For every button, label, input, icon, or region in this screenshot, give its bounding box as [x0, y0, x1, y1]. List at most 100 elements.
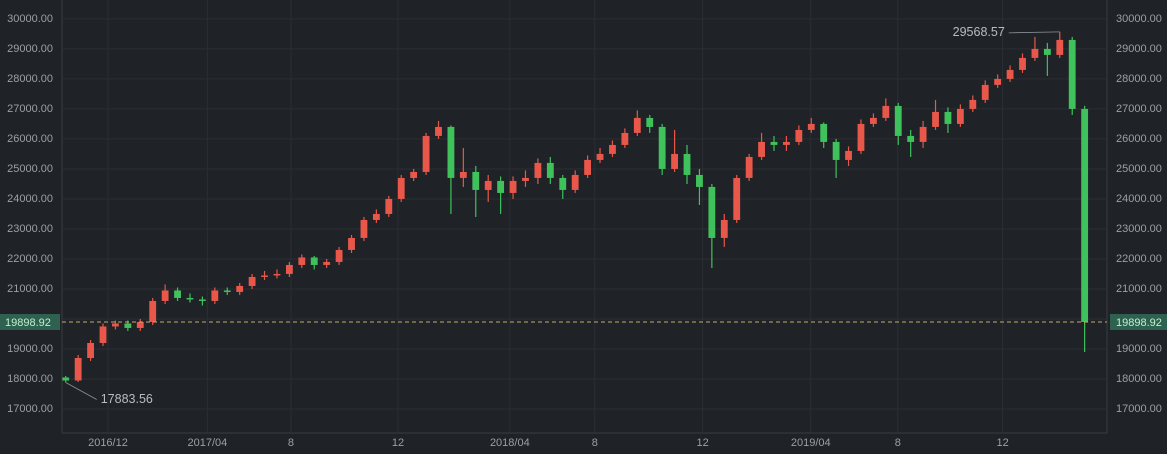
candle-body: [335, 249, 343, 262]
x-tick-label: 8: [895, 437, 901, 449]
candle-body: [546, 162, 554, 178]
y2-tick-label: 28000.00: [1116, 73, 1162, 85]
candle-body: [223, 290, 231, 292]
candle-body: [720, 219, 728, 238]
candle-body: [1056, 39, 1064, 55]
y2-tick-label: 24000.00: [1116, 193, 1162, 205]
y-tick-label: 30000.00: [7, 13, 53, 25]
y-tick-label: 22000.00: [7, 253, 53, 265]
y-tick-label: 28000.00: [7, 73, 53, 85]
candle-body: [857, 123, 865, 151]
y2-tick-label: 21000.00: [1116, 283, 1162, 295]
candle-body: [484, 180, 492, 190]
y-tick-label: 21000.00: [7, 283, 53, 295]
candle-body: [348, 237, 355, 250]
y2-tick-label: 30000.00: [1116, 13, 1162, 25]
last-price-label: 19898.92: [5, 317, 51, 329]
x-tick-label: 2019/04: [791, 437, 831, 449]
candle-body: [1043, 48, 1051, 55]
candle-body: [820, 123, 828, 142]
candle-body: [770, 141, 778, 145]
candle-body: [559, 177, 567, 190]
annotation-label: 17883.56: [101, 392, 153, 406]
candle-body: [609, 144, 616, 154]
grid: 17000.00 17000.00 18000.00 18000.00 19000.00…: [7, 0, 1162, 449]
x-tick-label: 8: [288, 437, 294, 449]
candle-body: [310, 257, 318, 265]
y-tick-label: 24000.00: [7, 193, 53, 205]
candle-body: [745, 156, 753, 178]
candle-body: [894, 105, 902, 136]
y-tick-label: 26000.00: [7, 133, 53, 145]
candle-body: [534, 162, 542, 178]
candle-body: [261, 275, 268, 277]
annotation-leader: [1008, 31, 1060, 34]
y2-tick-label: 27000.00: [1116, 103, 1162, 115]
candle-body: [571, 174, 579, 190]
candle-body: [522, 177, 529, 181]
candle-body: [285, 264, 293, 274]
y2-tick-label: 18000.00: [1116, 373, 1162, 385]
candle-body: [584, 159, 592, 175]
candle-body: [882, 105, 890, 118]
y2-tick-label: 23000.00: [1116, 223, 1162, 235]
y2-tick-label: 17000.00: [1116, 403, 1162, 415]
candle-body: [410, 171, 418, 178]
candle-body: [671, 153, 679, 169]
candle-body: [596, 153, 604, 160]
y2-tick-label: 29000.00: [1116, 43, 1162, 55]
last-price-box: [1110, 314, 1167, 331]
candle-body: [683, 153, 691, 175]
candle-body: [472, 171, 480, 190]
candle-body: [372, 213, 380, 220]
candle-body: [323, 261, 331, 265]
candle-body: [919, 126, 927, 142]
last-price-label: 19898.92: [1116, 317, 1162, 329]
y-tick-label: 25000.00: [7, 163, 53, 175]
candle-body: [869, 117, 877, 124]
candle-body: [969, 99, 977, 109]
candle-body: [174, 290, 181, 298]
candle-body: [1019, 57, 1026, 70]
x-tick-label: 2018/04: [490, 437, 530, 449]
candle-body: [298, 257, 306, 265]
candle-body: [497, 180, 505, 193]
candle-body: [1068, 39, 1076, 109]
y-tick-label: 23000.00: [7, 223, 53, 235]
y-tick-label: 29000.00: [7, 43, 53, 55]
candle-body: [956, 108, 964, 124]
y-tick-label: 18000.00: [7, 373, 53, 385]
candle-body: [646, 117, 654, 127]
x-tick-label: 2017/04: [187, 437, 227, 449]
candle-body: [422, 135, 430, 172]
overlay: 29568.57 17883.56 19898.92 19898.92: [0, 25, 1167, 406]
annotation-label: 29568.57: [953, 25, 1005, 39]
candle-body: [696, 174, 703, 187]
candle-body: [87, 342, 94, 358]
candle-body: [161, 290, 169, 301]
candle-body: [708, 186, 716, 238]
candle-body: [447, 126, 455, 178]
y2-tick-label: 26000.00: [1116, 133, 1162, 145]
candle-body: [832, 141, 840, 160]
y-tick-label: 17000.00: [7, 403, 53, 415]
candle-body: [397, 177, 405, 199]
last-price-box: [0, 314, 60, 331]
candle-body: [198, 299, 206, 301]
candle-body: [385, 198, 393, 214]
candle-body: [509, 180, 517, 193]
x-tick-label: 12: [996, 437, 1008, 449]
candle-body: [459, 171, 467, 178]
candle-body: [62, 377, 70, 381]
candle-body: [211, 290, 219, 301]
x-tick-label: 2016/12: [88, 437, 128, 449]
y-tick-label: 27000.00: [7, 103, 53, 115]
candle-body: [99, 326, 107, 343]
x-tick-label: 8: [592, 437, 598, 449]
y2-tick-label: 22000.00: [1116, 253, 1162, 265]
candle-body: [733, 177, 741, 220]
candle-body: [994, 78, 1002, 85]
candle-body: [944, 111, 952, 124]
